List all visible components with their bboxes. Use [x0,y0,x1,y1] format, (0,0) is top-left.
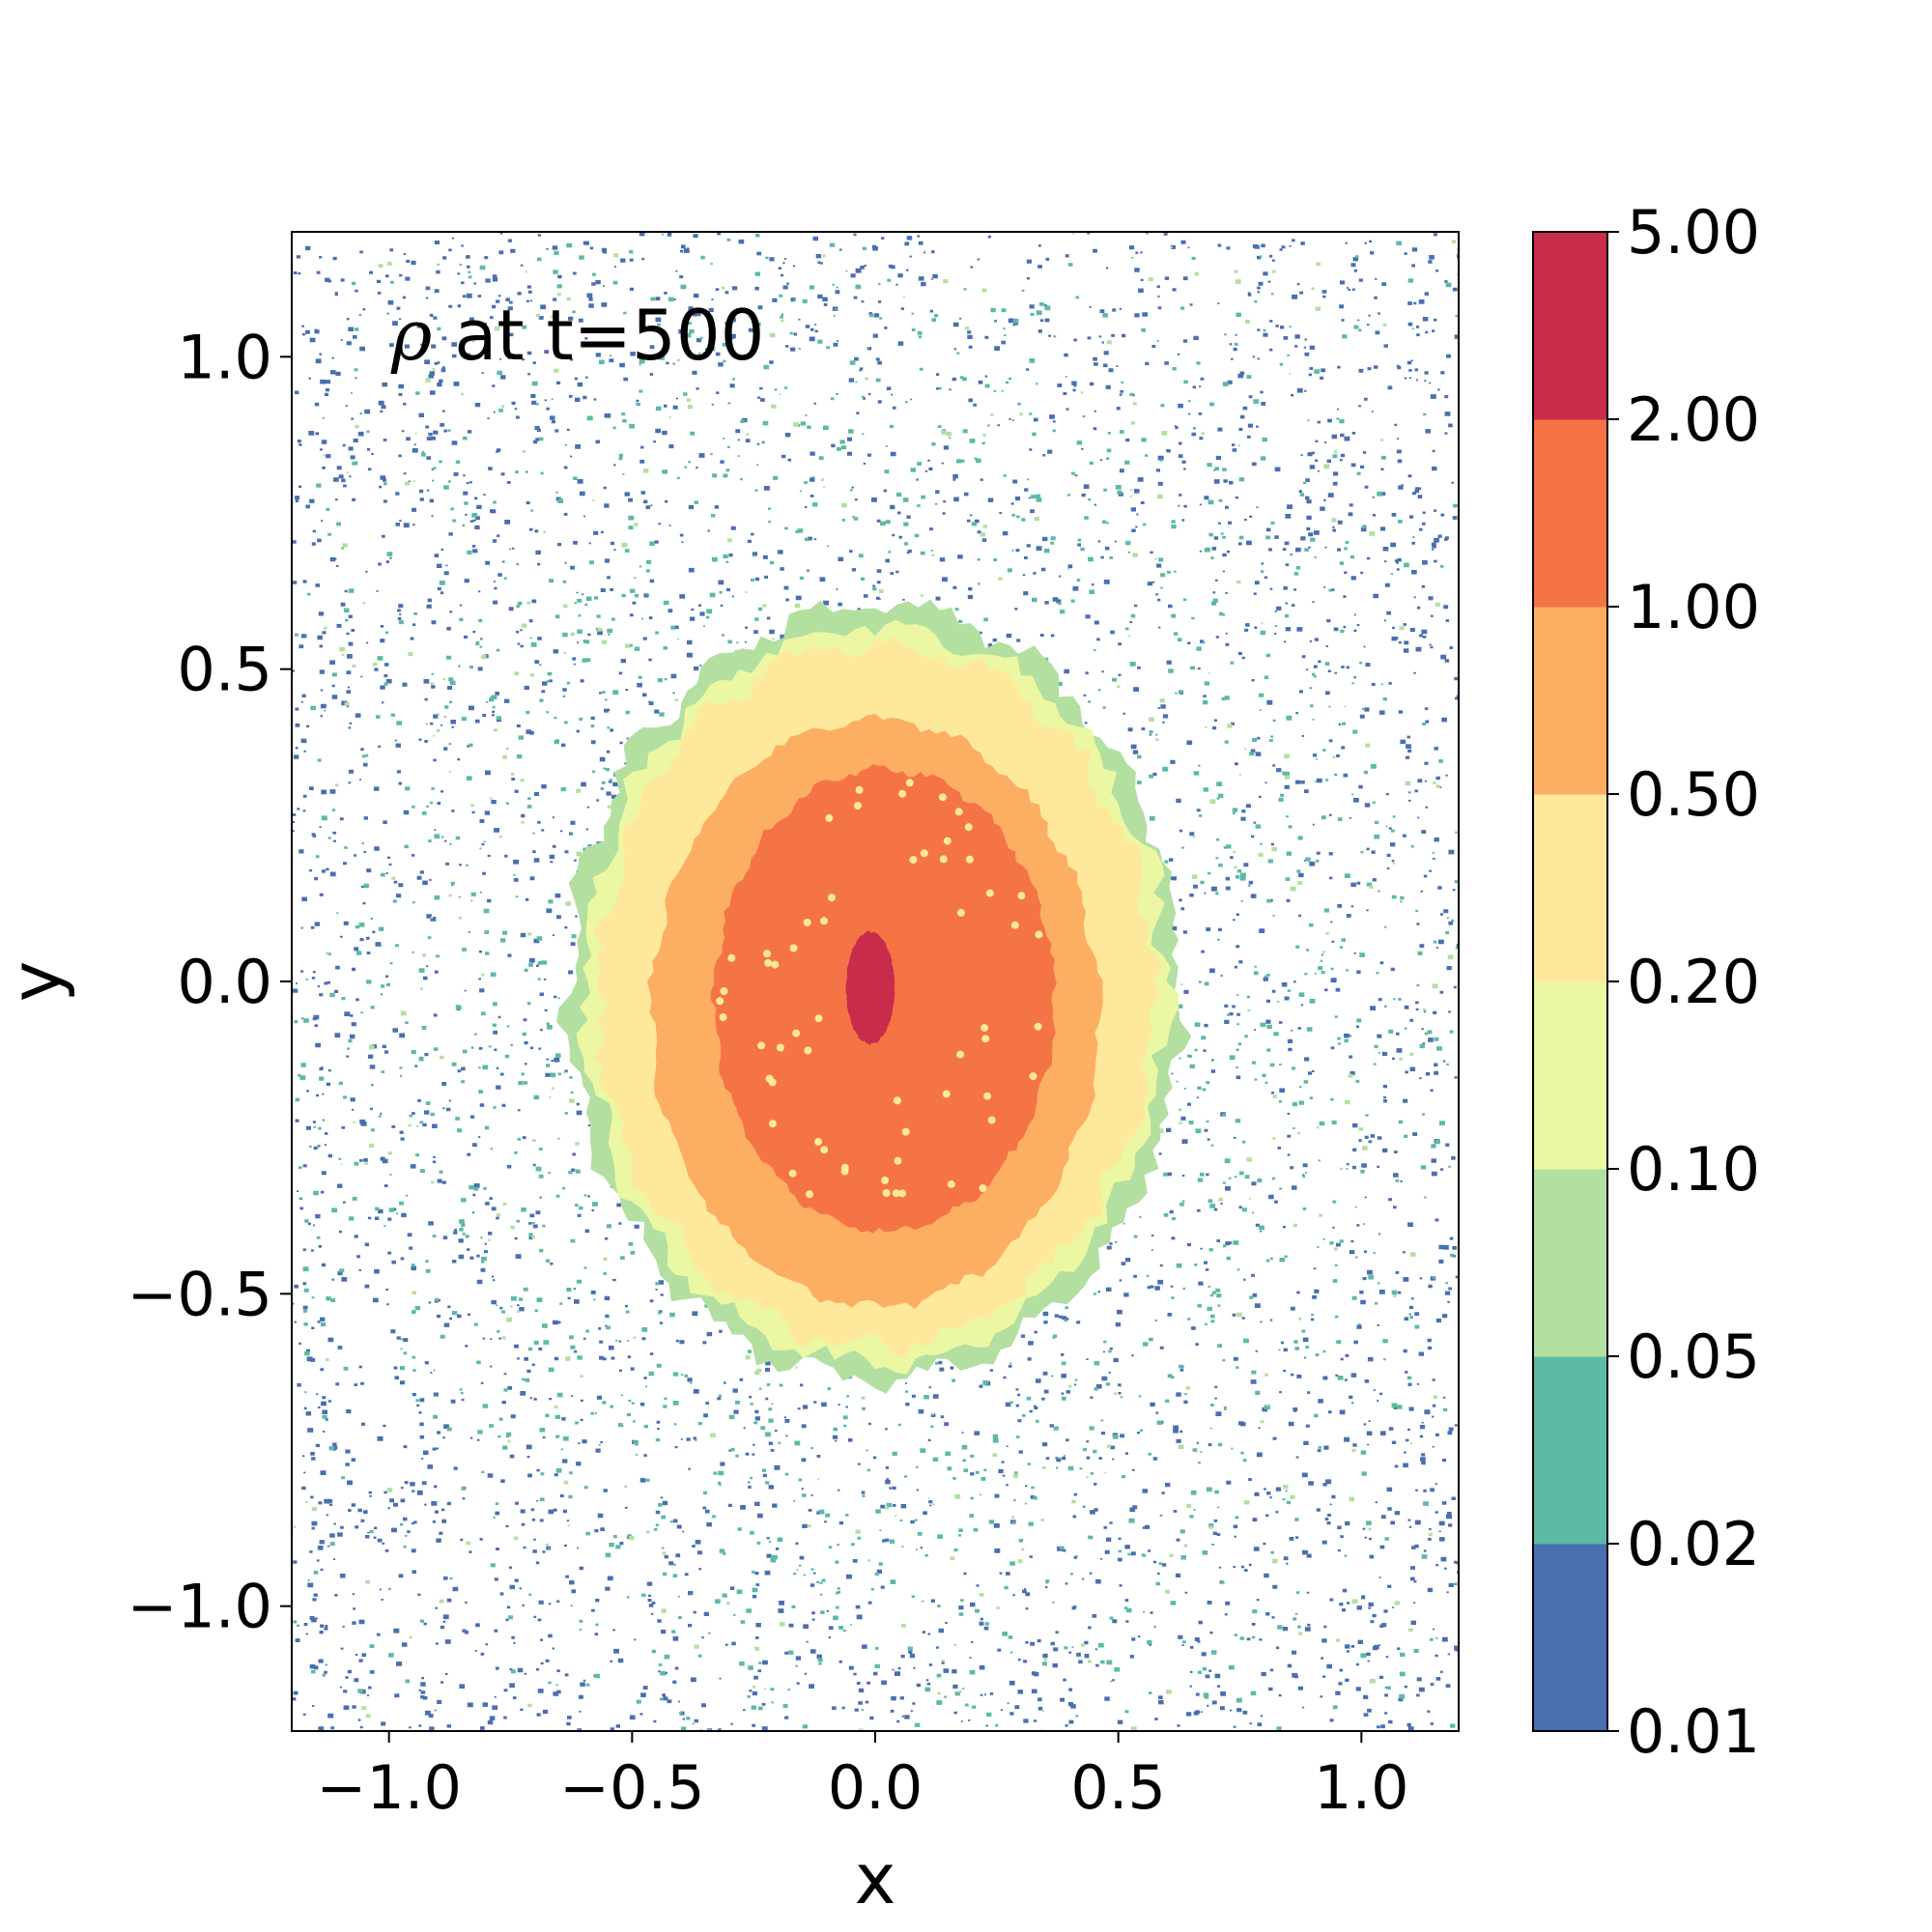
core-spot [894,1156,902,1165]
core-spot [825,813,834,822]
core-spot [938,793,947,802]
colorbar-label: 0.50 [1627,759,1760,830]
core-spot [764,958,773,967]
core-spot [788,1169,797,1178]
core-spot [854,802,862,810]
density-region-2-5 [845,930,895,1045]
core-spot [814,1137,822,1146]
core-spot [942,1090,951,1098]
core-spot [909,856,918,864]
core-spot [965,855,974,864]
x-tick-label: −0.5 [559,1752,705,1823]
x-tick-label: 0.0 [828,1752,923,1823]
core-spot [1029,1072,1037,1081]
time-annotation: ρ at t=500 [390,295,764,376]
x-tick-label: 1.0 [1314,1752,1409,1823]
core-spot [901,1127,910,1136]
density-contours [556,599,1192,1394]
core-spot [719,1013,727,1021]
core-spot [1017,892,1026,900]
core-spot [898,1189,906,1198]
core-spot [939,855,948,864]
colorbar-label: 2.00 [1627,384,1760,455]
rho-symbol: ρ [390,295,432,376]
core-spot [757,1041,766,1050]
core-spot [720,987,728,995]
core-spot [892,1189,900,1198]
core-spot [947,1179,955,1188]
core-spot [792,1029,801,1037]
colorbar-label: 0.05 [1627,1321,1760,1392]
colorbar-label: 0.01 [1627,1696,1760,1767]
y-tick-label: 0.5 [177,635,272,705]
core-spot [803,919,811,926]
colorbar-segment [1533,1356,1607,1545]
core-spot [1034,1022,1042,1031]
x-axis-label: x [855,1838,896,1919]
core-spot [983,1092,992,1100]
colorbar-segment [1533,232,1607,420]
colorbar-segment [1533,1544,1607,1732]
y-tick-label: 1.0 [177,322,272,392]
core-spot [768,1120,777,1128]
colorbar-label: 0.10 [1627,1134,1760,1205]
colorbar-segment [1533,981,1607,1170]
core-spot [806,1190,813,1199]
core-spot [855,785,864,794]
y-axis-label: y [0,961,76,1003]
core-spot [987,1116,996,1124]
core-spot [979,1184,987,1192]
core-spot [893,1096,901,1105]
core-spot [771,960,780,969]
core-spot [954,808,963,816]
y-tick-label: −1.0 [127,1572,272,1642]
colorbar-label: 1.00 [1627,572,1760,642]
colorbar-label: 0.20 [1627,947,1760,1017]
core-spot [985,889,994,897]
core-spot [905,779,914,787]
core-spot [840,1167,849,1176]
core-spot [820,917,828,925]
core-spot [804,1046,812,1055]
core-spot [765,1074,774,1083]
core-spot [820,1146,829,1154]
core-spot [980,1024,989,1033]
core-spot [956,1050,965,1059]
core-spot [943,837,952,845]
core-spot [763,950,771,958]
core-spot [882,1189,891,1197]
colorbar-segment [1533,419,1607,608]
colorbar-label: 0.02 [1627,1509,1760,1579]
colorbar-segment [1533,607,1607,795]
core-spot [964,823,973,832]
core-spots [716,779,1043,1199]
x-tick-label: 0.5 [1070,1752,1166,1823]
x-tick-label: −1.0 [316,1752,462,1823]
core-spot [716,997,724,1006]
x-axis: −1.0 −0.5 0.0 0.5 1.0 [316,1731,1409,1823]
core-spot [898,789,907,798]
core-spot [1010,921,1019,929]
y-tick-label: 0.0 [177,947,272,1017]
colorbar-segment [1533,794,1607,982]
core-spot [814,1014,823,1023]
y-axis: −1.0 −0.5 0.0 0.5 1.0 [127,322,292,1642]
core-spot [789,944,798,952]
core-spot [727,953,736,962]
core-spot [881,1176,890,1184]
colorbar-segment [1533,1169,1607,1357]
colorbar: 0.01 0.02 0.05 0.10 0.20 0.50 1.00 2.00 5.00 [1532,197,1760,1767]
annotation-text: at t=500 [432,295,764,376]
core-spot [828,894,836,902]
colorbar-label: 5.00 [1627,197,1760,268]
y-tick-label: −0.5 [127,1259,272,1329]
core-spot [920,849,928,858]
core-spot [956,908,965,917]
core-spot [981,1035,990,1043]
core-spot [776,1043,784,1052]
core-spot [1035,930,1043,939]
